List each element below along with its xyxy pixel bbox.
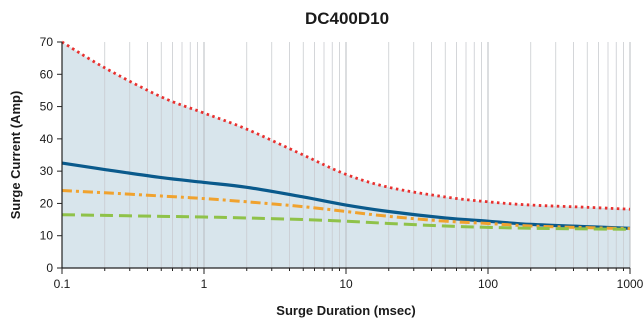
series-line-dotted [61, 40, 631, 211]
x-tick-label: 0.1 [54, 277, 71, 291]
tick-label-layer: 0 10 20 30 40 50 60 70 0.1 1 10 100 1000 [40, 35, 644, 291]
y-tick-label: 40 [40, 132, 54, 146]
y-tick-label: 60 [40, 67, 54, 81]
chart-title: DC400D10 [305, 9, 389, 28]
x-axis-label: Surge Duration (msec) [276, 303, 415, 318]
y-tick-label: 50 [40, 100, 54, 114]
series-layer [61, 40, 631, 231]
series-line-solid [61, 161, 631, 230]
y-tick-label: 20 [40, 196, 54, 210]
y-tick-label: 10 [40, 229, 54, 243]
x-tick-label: 1 [201, 277, 208, 291]
y-tick-label: 0 [46, 261, 53, 275]
y-axis-label: Surge Current (Amp) [8, 91, 23, 220]
axes-layer [57, 41, 631, 274]
y-tick-label: 70 [40, 35, 54, 49]
series-line-dashed [61, 213, 631, 231]
grid-layer [61, 42, 631, 268]
x-tick-label: 10 [339, 277, 353, 291]
x-tick-label: 100 [478, 277, 498, 291]
y-tick-label: 30 [40, 164, 54, 178]
series-line-dash-dot [61, 189, 631, 231]
x-tick-label: 1000 [617, 277, 644, 291]
